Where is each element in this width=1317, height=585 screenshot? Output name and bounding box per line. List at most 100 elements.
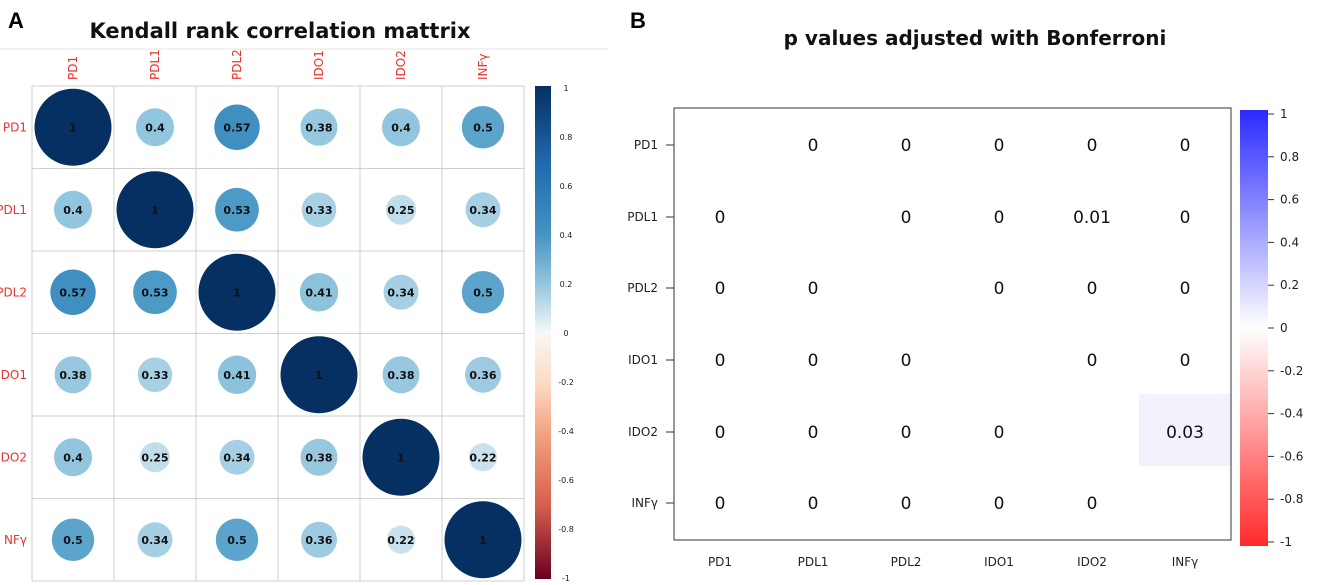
colorbar-tick-label: -0.4 (1280, 407, 1303, 421)
correlation-value-label: 1 (315, 369, 323, 382)
correlation-circle (299, 273, 339, 312)
column-label: PD1 (66, 56, 80, 80)
correlation-circle (465, 356, 501, 393)
pvalue-cell: 0 (994, 494, 1005, 514)
column-label: INFγ (476, 53, 490, 80)
correlation-value-label: 0.4 (63, 451, 83, 464)
correlation-circle (468, 443, 498, 472)
correlation-circle (386, 525, 416, 554)
correlation-value-label: 0.25 (141, 451, 168, 464)
pvalue-cell: 0.01 (1073, 208, 1111, 228)
correlation-value-label: 0.5 (227, 534, 247, 547)
correlation-circle (116, 171, 194, 249)
correlation-value-label: 0.25 (387, 204, 414, 217)
correlation-colorbar (535, 86, 551, 579)
correlation-circles: 1 0.4 0.57 0.38 0.4 0.5 0.4 1 0.53 0.33 0.25 0.34 0.… (34, 88, 522, 579)
correlation-circle (140, 442, 170, 473)
column-label: IDO1 (312, 50, 326, 80)
correlation-circle (54, 190, 92, 229)
correlation-value-label: 1 (233, 286, 241, 299)
pvalue-cell: 0 (808, 136, 819, 156)
correlation-circle (54, 356, 92, 394)
panel-b-title: p values adjusted with Bonferroni (784, 26, 1167, 50)
colorbar-tick-label: 1 (563, 84, 568, 93)
colorbar-tick-label: 0.4 (1280, 235, 1299, 249)
correlation-value-label: 0.34 (469, 204, 496, 217)
column-label: PD1 (708, 555, 732, 569)
pvalue-cell: 0 (1087, 351, 1098, 371)
correlation-value-label: 1 (151, 204, 159, 217)
row-label: PDL1 (627, 210, 658, 224)
colorbar-tick-label: -1 (562, 574, 570, 583)
row-label: PDL2 (0, 285, 27, 299)
colorbar-tick-label: 0.8 (1280, 150, 1299, 164)
correlation-value-label: 0.38 (59, 369, 86, 382)
colorbar-tick-label: -0.4 (558, 427, 574, 436)
colorbar-tick-label: -0.2 (558, 378, 574, 387)
pvalue-cell: 0 (715, 208, 726, 228)
row-label: IDO2 (628, 425, 658, 439)
pvalue-cell: 0 (1180, 351, 1191, 371)
correlation-circle (54, 438, 92, 477)
pvalue-cell: 0 (715, 494, 726, 514)
correlation-circle (219, 439, 255, 475)
correlation-circle (382, 356, 420, 394)
row-label: PDL2 (627, 281, 658, 295)
pvalue-cell: 0 (994, 423, 1005, 443)
row-label: INFγ (631, 496, 658, 510)
pvalue-cell: 0 (1087, 136, 1098, 156)
column-label: IDO2 (1077, 555, 1107, 569)
column-label: PDL2 (230, 49, 244, 80)
correlation-value-label: 0.4 (391, 121, 411, 134)
pvalue-cell: 0 (715, 423, 726, 443)
pvalue-cell: 0 (901, 351, 912, 371)
colorbar-tick-label: 1 (1280, 107, 1288, 121)
correlation-circle (300, 108, 338, 146)
colorbar-tick-label: -0.6 (1280, 449, 1303, 463)
colorbar-tick-label: -0.8 (1280, 492, 1303, 506)
correlation-column-labels: PD1 PDL1 PDL2 IDO1 IDO2 INFγ (66, 49, 490, 80)
correlation-value-label: 1 (479, 534, 487, 547)
row-label: NFγ (4, 533, 27, 547)
panel-b-letter: B (630, 8, 646, 33)
correlation-grid (0, 48, 608, 582)
correlation-value-label: 0.5 (63, 534, 83, 547)
correlation-circle (280, 336, 358, 414)
correlation-value-label: 0.41 (305, 286, 332, 299)
correlation-value-label: 0.33 (141, 369, 168, 382)
correlation-circle (382, 108, 420, 147)
correlation-circle (461, 106, 505, 149)
correlation-value-label: 0.57 (59, 286, 86, 299)
correlation-circle (137, 522, 173, 558)
panel-a-letter: A (8, 8, 24, 33)
correlation-circle (198, 253, 276, 331)
row-label: PDL1 (0, 203, 27, 217)
row-label: IDO1 (628, 353, 658, 367)
correlation-value-label: 0.34 (387, 286, 414, 299)
correlation-circle (300, 438, 338, 476)
column-label: PDL1 (798, 555, 829, 569)
pvalue-colorbar-ticks: 1 0.8 0.6 0.4 0.2 0 -0.2 -0.4 -0.6 -0.8 -1 (1268, 107, 1303, 549)
pvalue-plot-frame (673, 107, 1232, 541)
correlation-value-label: 0.38 (305, 121, 332, 134)
colorbar-tick-label: -0.2 (1280, 364, 1303, 378)
colorbar-tick-label: 0.4 (560, 231, 573, 240)
pvalue-cell: 0 (994, 208, 1005, 228)
correlation-value-label: 0.53 (223, 204, 250, 217)
correlation-circle (386, 194, 416, 225)
correlation-row-labels: PD1 PDL1 PDL2 IDO1 IDO2 NFγ (0, 120, 27, 547)
correlation-circle (301, 521, 337, 558)
correlation-value-label: 1 (397, 451, 405, 464)
correlation-circle (136, 108, 174, 147)
correlation-circle (133, 270, 177, 315)
pvalue-cell: 0 (901, 136, 912, 156)
pvalue-cell: 0 (808, 351, 819, 371)
correlation-value-label: 0.34 (141, 534, 168, 547)
correlation-value-label: 0.41 (223, 369, 250, 382)
pvalue-row-labels: PD1 PDL1 PDL2 IDO1 IDO2 INFγ (627, 138, 674, 510)
correlation-circle (461, 271, 505, 314)
correlation-circle (34, 88, 112, 166)
colorbar-tick-label: 0.2 (560, 280, 573, 289)
correlation-circle (217, 355, 257, 394)
